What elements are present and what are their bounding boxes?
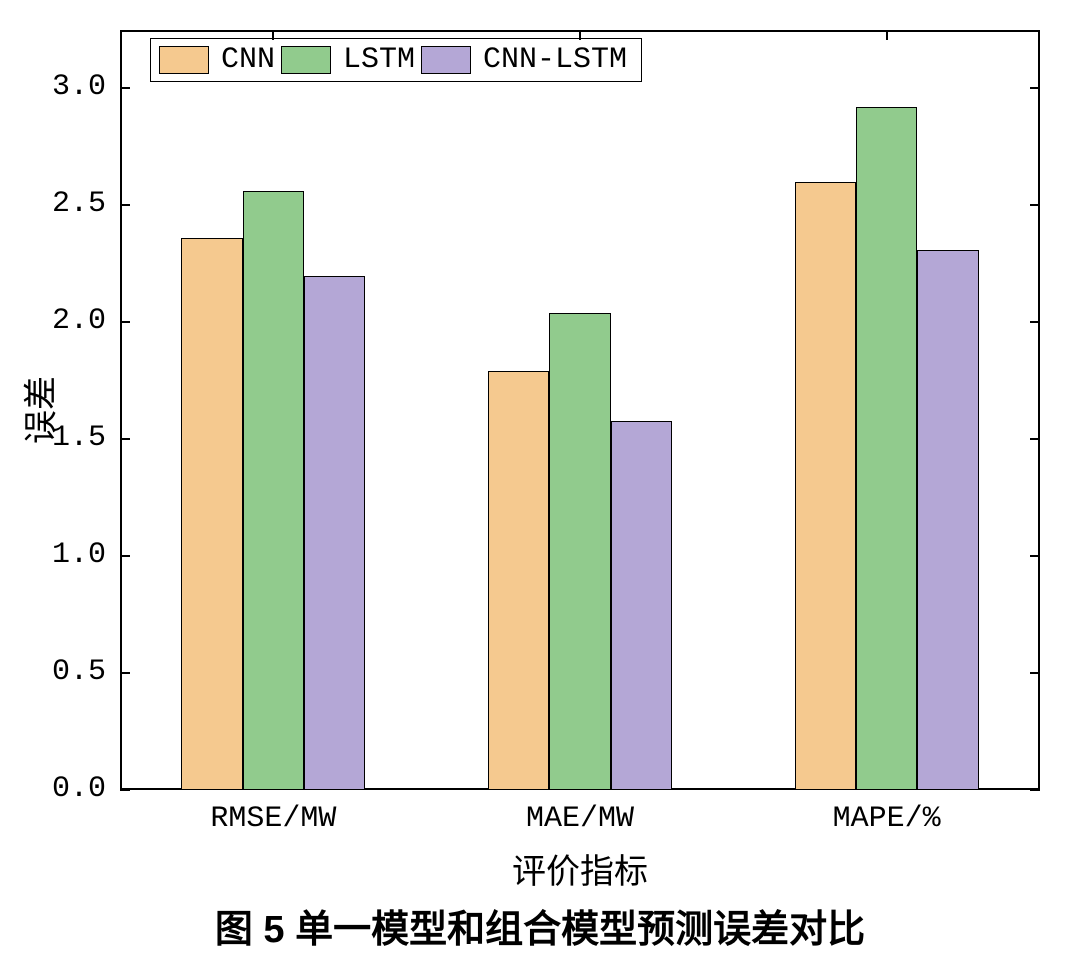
y-tick-left — [120, 789, 130, 791]
y-tick-right — [1030, 87, 1040, 89]
y-tick-right — [1030, 321, 1040, 323]
y-tick-label: 1.0 — [0, 538, 106, 572]
x-tick-label: RMSE/MW — [120, 802, 427, 836]
y-tick-left — [120, 321, 130, 323]
y-tick-right — [1030, 672, 1040, 674]
y-tick-left — [120, 87, 130, 89]
legend-item: CNN-LSTM — [421, 43, 627, 77]
bar — [795, 182, 856, 790]
y-tick-label: 1.5 — [0, 421, 106, 455]
legend-label: CNN-LSTM — [483, 43, 627, 77]
y-tick-left — [120, 672, 130, 674]
y-tick-left — [120, 555, 130, 557]
legend-swatch — [281, 46, 331, 74]
chart-container: 误差 评价指标 图 5 单一模型和组合模型预测误差对比 CNNLSTMCNN-L… — [0, 0, 1080, 955]
y-tick-right — [1030, 438, 1040, 440]
y-tick-left — [120, 438, 130, 440]
y-tick-label: 2.0 — [0, 304, 106, 338]
legend-item: CNN — [159, 43, 275, 77]
bar — [488, 371, 549, 790]
figure-caption: 图 5 单一模型和组合模型预测误差对比 — [0, 898, 1080, 953]
y-tick-right — [1030, 555, 1040, 557]
y-tick-label: 0.0 — [0, 772, 106, 806]
y-tick-right — [1030, 204, 1040, 206]
legend: CNN LSTM CNN-LSTM — [150, 38, 642, 82]
y-tick-label: 3.0 — [0, 70, 106, 104]
x-tick-label: MAE/MW — [427, 802, 734, 836]
bar — [304, 276, 365, 790]
bar — [181, 238, 242, 790]
bar — [549, 313, 610, 790]
bar — [243, 191, 304, 790]
bar — [917, 250, 978, 790]
x-tick-top — [272, 30, 274, 40]
x-axis-label: 评价指标 — [120, 844, 1040, 893]
y-tick-label: 2.5 — [0, 187, 106, 221]
x-tick-top — [579, 30, 581, 40]
y-tick-label: 0.5 — [0, 655, 106, 689]
legend-swatch — [421, 46, 471, 74]
bar — [611, 421, 672, 790]
legend-label: CNN — [221, 43, 275, 77]
y-tick-left — [120, 204, 130, 206]
legend-label: LSTM — [343, 43, 415, 77]
legend-swatch — [159, 46, 209, 74]
y-tick-right — [1030, 789, 1040, 791]
x-tick-label: MAPE/% — [733, 802, 1040, 836]
legend-item: LSTM — [281, 43, 415, 77]
bar — [856, 107, 917, 790]
x-tick-top — [886, 30, 888, 40]
